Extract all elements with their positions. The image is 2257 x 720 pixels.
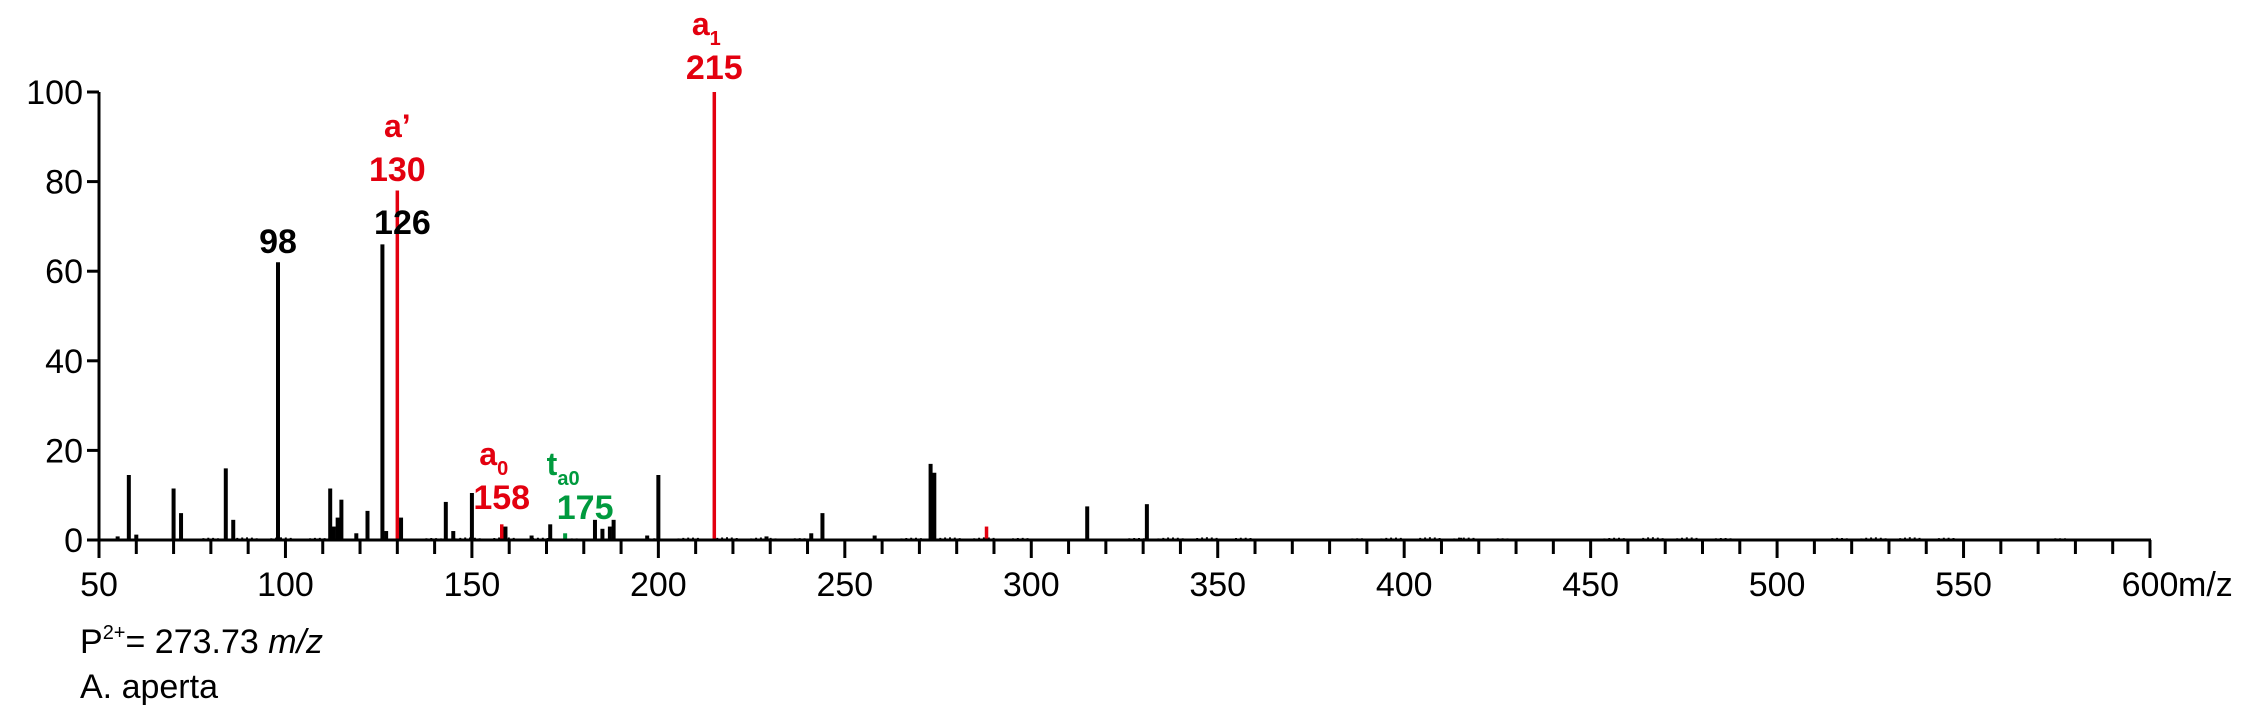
ion-letter: a — [692, 6, 710, 42]
y-tick-label: 100 — [26, 74, 83, 112]
y-tick-label: 80 — [45, 164, 83, 202]
ion-subscript: a0 — [557, 468, 579, 490]
ion-label-175: ta0 — [547, 446, 580, 490]
ion-label-215: a1 — [692, 6, 721, 50]
x-tick-label: 200 — [630, 566, 687, 604]
x-tick-label: 300 — [1003, 566, 1060, 604]
precursor-prefix: P — [80, 623, 103, 661]
x-tick-label: 50 — [80, 566, 118, 604]
x-tick-label: 600 — [2122, 566, 2179, 604]
ion-subscript: 1 — [710, 28, 721, 50]
x-tick-label: 350 — [1189, 566, 1246, 604]
peak-label-215: 215 — [686, 49, 743, 87]
ion-subscript: 0 — [497, 458, 508, 480]
x-axis-unit: m/z — [2178, 566, 2233, 604]
ion-letter: a’ — [384, 108, 411, 144]
ion-label-158: a0 — [479, 436, 508, 480]
peak-label-126: 126 — [374, 204, 431, 242]
x-tick-label: 150 — [444, 566, 501, 604]
x-tick-label: 250 — [816, 566, 873, 604]
precursor-unit: m/z — [268, 623, 324, 661]
x-tick-label: 550 — [1935, 566, 1992, 604]
axes-layer: 0 20 40 60 80 100 50 100 150 200 250 300 350 400 450 50… — [26, 74, 2233, 604]
y-tick-label: 20 — [45, 432, 83, 470]
species-caption: A. aperta — [80, 668, 218, 706]
ion-letter: a — [479, 436, 497, 472]
y-tick-label: 0 — [64, 522, 83, 560]
x-tick-label: 400 — [1376, 566, 1433, 604]
x-tick-label: 500 — [1749, 566, 1806, 604]
ion-label-130: a’ — [384, 108, 411, 144]
precursor-charge: 2+ — [102, 622, 126, 644]
peak-label-175: 175 — [557, 489, 614, 527]
y-tick-label: 40 — [45, 343, 83, 381]
precursor-caption: P2+= 273.73 m/z — [80, 622, 323, 662]
y-tick-label: 60 — [45, 253, 83, 291]
peak-label-158: 158 — [473, 479, 530, 517]
precursor-value: = 273.73 — [125, 623, 269, 661]
x-tick-label: 100 — [257, 566, 314, 604]
peak-label-98: 98 — [259, 223, 297, 261]
peak-label-130: 130 — [369, 151, 426, 189]
x-tick-label: 450 — [1562, 566, 1619, 604]
ion-letter: t — [547, 446, 558, 482]
